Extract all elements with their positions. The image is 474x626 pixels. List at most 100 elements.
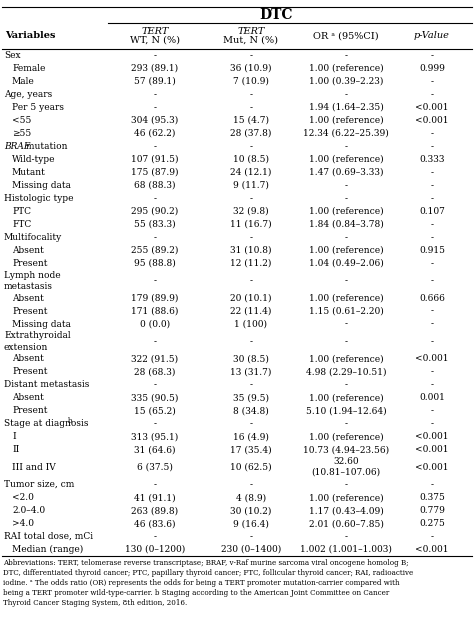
Text: WT, N (%): WT, N (%) <box>130 36 180 44</box>
Text: -: - <box>345 142 347 151</box>
Text: 1.04 (0.49–2.06): 1.04 (0.49–2.06) <box>309 259 383 268</box>
Text: 1.15 (0.61–2.20): 1.15 (0.61–2.20) <box>309 307 383 316</box>
Text: -: - <box>249 381 253 389</box>
Text: Present: Present <box>12 367 47 376</box>
Text: 4.98 (2.29–10.51): 4.98 (2.29–10.51) <box>306 367 386 376</box>
Text: 1.00 (reference): 1.00 (reference) <box>309 116 383 125</box>
Text: TERT: TERT <box>237 28 264 36</box>
Text: 10 (62.5): 10 (62.5) <box>230 463 272 471</box>
Text: -: - <box>249 276 253 285</box>
Text: -: - <box>430 194 434 203</box>
Text: Mutant: Mutant <box>12 168 46 177</box>
Text: 1.94 (1.64–2.35): 1.94 (1.64–2.35) <box>309 103 383 112</box>
Text: 1.00 (reference): 1.00 (reference) <box>309 207 383 216</box>
Text: Missing data: Missing data <box>12 181 71 190</box>
Text: 0.666: 0.666 <box>419 294 445 302</box>
Text: 1.00 (reference): 1.00 (reference) <box>309 433 383 441</box>
Text: 335 (90.5): 335 (90.5) <box>131 393 179 403</box>
Text: Lymph node
metastasis: Lymph node metastasis <box>4 270 61 290</box>
Text: Absent: Absent <box>12 393 44 403</box>
Text: Median (range): Median (range) <box>12 545 83 554</box>
Text: 322 (91.5): 322 (91.5) <box>131 354 179 363</box>
Text: 1.00 (reference): 1.00 (reference) <box>309 64 383 73</box>
Text: -: - <box>345 480 347 489</box>
Text: Absent: Absent <box>12 246 44 255</box>
Text: 1.00 (reference): 1.00 (reference) <box>309 155 383 164</box>
Text: Multifocality: Multifocality <box>4 233 62 242</box>
Text: 0.275: 0.275 <box>419 519 445 528</box>
Text: Extrathyroidal
extension: Extrathyroidal extension <box>4 331 71 352</box>
Text: 295 (90.2): 295 (90.2) <box>131 207 179 216</box>
Text: 31 (10.8): 31 (10.8) <box>230 246 272 255</box>
Text: RAI total dose, mCi: RAI total dose, mCi <box>4 532 93 541</box>
Text: -: - <box>154 103 156 112</box>
Text: 15 (65.2): 15 (65.2) <box>134 406 176 415</box>
Text: 304 (95.3): 304 (95.3) <box>131 116 179 125</box>
Text: 9 (16.4): 9 (16.4) <box>233 519 269 528</box>
Text: 1.17 (0.43–4.09): 1.17 (0.43–4.09) <box>309 506 383 515</box>
Text: 68 (88.3): 68 (88.3) <box>134 181 176 190</box>
Text: II: II <box>12 445 19 454</box>
Text: 20 (10.1): 20 (10.1) <box>230 294 272 302</box>
Text: 12 (11.2): 12 (11.2) <box>230 259 272 268</box>
Text: 32.60
(10.81–107.06): 32.60 (10.81–107.06) <box>311 458 381 477</box>
Text: -: - <box>154 337 156 346</box>
Text: 255 (89.2): 255 (89.2) <box>131 246 179 255</box>
Text: 10.73 (4.94–23.56): 10.73 (4.94–23.56) <box>303 445 389 454</box>
Text: Tumor size, cm: Tumor size, cm <box>4 480 74 489</box>
Text: <2.0: <2.0 <box>12 493 34 502</box>
Text: 2.01 (0.60–7.85): 2.01 (0.60–7.85) <box>309 519 383 528</box>
Text: -: - <box>154 233 156 242</box>
Text: 179 (89.9): 179 (89.9) <box>131 294 179 302</box>
Text: -: - <box>430 142 434 151</box>
Text: -: - <box>430 406 434 415</box>
Text: 0.779: 0.779 <box>419 506 445 515</box>
Text: -: - <box>154 419 156 428</box>
Text: Stage at diagnosis: Stage at diagnosis <box>4 419 91 428</box>
Text: -: - <box>430 181 434 190</box>
Text: -: - <box>345 419 347 428</box>
Text: -: - <box>249 90 253 99</box>
Text: 22 (11.4): 22 (11.4) <box>230 307 272 316</box>
Text: -: - <box>345 319 347 329</box>
Text: 0.915: 0.915 <box>419 246 445 255</box>
Text: 55 (83.3): 55 (83.3) <box>134 220 176 229</box>
Text: -: - <box>430 276 434 285</box>
Text: Male: Male <box>12 77 35 86</box>
Text: <0.001: <0.001 <box>415 116 449 125</box>
Text: Present: Present <box>12 259 47 268</box>
Text: -: - <box>430 259 434 268</box>
Text: <0.001: <0.001 <box>415 354 449 363</box>
Text: -: - <box>430 220 434 229</box>
Text: 4 (8.9): 4 (8.9) <box>236 493 266 502</box>
Text: p-Value: p-Value <box>414 31 450 41</box>
Text: 1 (100): 1 (100) <box>235 319 267 329</box>
Text: -: - <box>249 142 253 151</box>
Text: -: - <box>249 337 253 346</box>
Text: 1.00 (reference): 1.00 (reference) <box>309 393 383 403</box>
Text: -: - <box>345 381 347 389</box>
Text: <55: <55 <box>12 116 31 125</box>
Text: 130 (0–1200): 130 (0–1200) <box>125 545 185 554</box>
Text: -: - <box>249 103 253 112</box>
Text: Age, years: Age, years <box>4 90 52 99</box>
Text: 9 (11.7): 9 (11.7) <box>233 181 269 190</box>
Text: 1.00 (0.39–2.23): 1.00 (0.39–2.23) <box>309 77 383 86</box>
Text: -: - <box>249 51 253 60</box>
Text: Female: Female <box>12 64 46 73</box>
Text: 1.002 (1.001–1.003): 1.002 (1.001–1.003) <box>300 545 392 554</box>
Text: 1.00 (reference): 1.00 (reference) <box>309 294 383 302</box>
Text: 7 (10.9): 7 (10.9) <box>233 77 269 86</box>
Text: 5.10 (1.94–12.64): 5.10 (1.94–12.64) <box>306 406 386 415</box>
Text: 0.107: 0.107 <box>419 207 445 216</box>
Text: 230 (0–1400): 230 (0–1400) <box>221 545 281 554</box>
Text: -: - <box>154 51 156 60</box>
Text: Absent: Absent <box>12 294 44 302</box>
Text: Sex: Sex <box>4 51 21 60</box>
Text: <0.001: <0.001 <box>415 433 449 441</box>
Text: Absent: Absent <box>12 354 44 363</box>
Text: -: - <box>154 276 156 285</box>
Text: 36 (10.9): 36 (10.9) <box>230 64 272 73</box>
Text: -: - <box>154 532 156 541</box>
Text: -: - <box>154 90 156 99</box>
